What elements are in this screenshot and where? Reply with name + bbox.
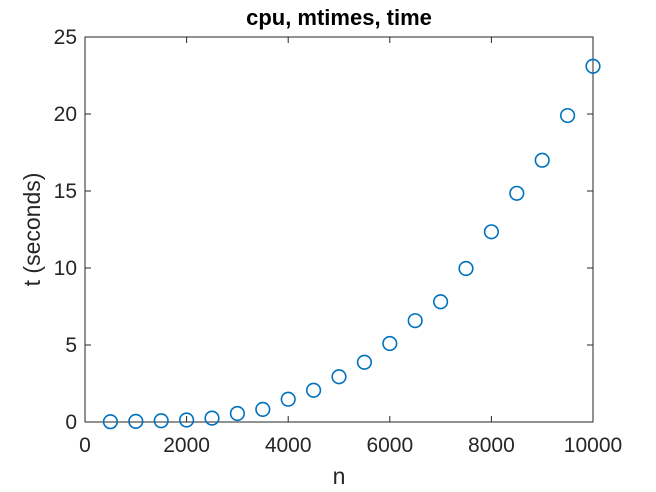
y-tick-label: 10 [54,257,77,280]
x-tick-label: 0 [79,434,91,457]
data-series-markers [102,58,601,430]
data-point [509,185,525,201]
data-point [585,58,601,74]
data-point [483,224,500,240]
data-point [433,294,449,310]
data-point [356,354,373,370]
x-axis-label: n [333,463,346,489]
x-tick-label: 4000 [265,434,312,457]
data-point [153,413,169,429]
data-point [382,335,398,352]
data-point [331,369,347,385]
x-tick-label: 8000 [468,434,515,457]
chart-title: cpu, mtimes, time [246,5,432,30]
y-tick-label: 20 [54,103,77,126]
x-tick-label: 2000 [163,434,210,457]
data-point [306,382,322,398]
data-point [534,152,550,168]
data-point [458,260,474,277]
y-tick-label: 0 [65,411,77,434]
data-point [128,413,144,429]
x-tick-label: 6000 [366,434,413,457]
data-point [102,414,118,430]
data-point [280,391,296,407]
axes-layer: 0 2000 4000 6000 8000 10000 0 5 10 15 20 25 [54,26,623,457]
y-tick-label: 5 [65,334,77,357]
data-point [255,401,271,417]
data-point [559,107,576,124]
data-point [407,313,423,329]
y-axis-label: t (seconds) [19,173,45,287]
data-point [179,412,195,428]
plot-box [84,36,594,423]
data-point [229,405,245,422]
y-tick-label: 15 [54,180,77,203]
x-tick-label: 10000 [564,434,622,457]
data-point [204,410,220,426]
y-tick-label: 25 [54,26,77,49]
